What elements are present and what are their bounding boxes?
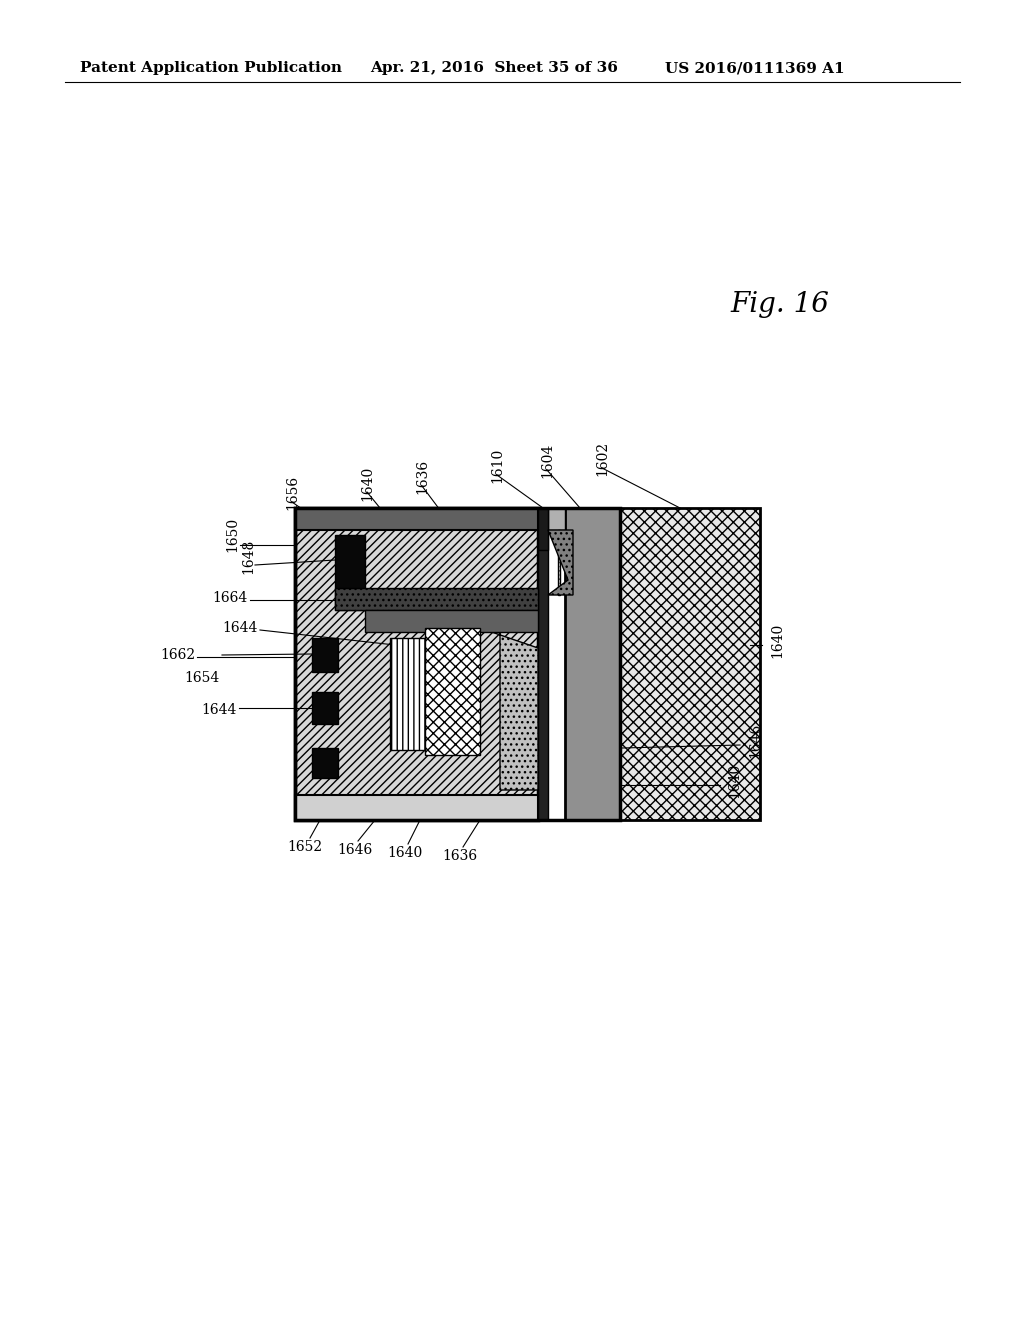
Text: 1656: 1656 <box>285 474 299 510</box>
Text: 1636: 1636 <box>415 458 429 494</box>
Text: 1648: 1648 <box>241 539 255 574</box>
Text: Patent Application Publication: Patent Application Publication <box>80 61 342 75</box>
Polygon shape <box>548 531 573 595</box>
Text: 1654: 1654 <box>184 671 220 685</box>
Text: 1644: 1644 <box>202 704 237 717</box>
Text: 1640: 1640 <box>360 466 374 500</box>
Bar <box>295 795 538 820</box>
Bar <box>335 535 365 610</box>
Text: Apr. 21, 2016  Sheet 35 of 36: Apr. 21, 2016 Sheet 35 of 36 <box>370 61 617 75</box>
Text: 1610: 1610 <box>490 447 504 483</box>
Bar <box>548 508 565 531</box>
Bar <box>538 508 548 550</box>
Text: 1644: 1644 <box>222 620 258 635</box>
Bar <box>312 748 338 777</box>
Bar <box>538 508 548 820</box>
Text: 1652: 1652 <box>288 840 323 854</box>
Text: 1662: 1662 <box>160 648 195 663</box>
Text: 1646: 1646 <box>337 843 373 857</box>
Bar <box>295 508 538 820</box>
Bar <box>365 610 538 632</box>
Bar <box>390 638 425 750</box>
Bar <box>335 587 538 610</box>
Bar <box>312 692 338 723</box>
Bar <box>295 508 620 820</box>
Text: 1636: 1636 <box>442 849 477 863</box>
Bar <box>312 638 338 672</box>
Bar <box>295 508 538 531</box>
Bar <box>558 531 560 595</box>
Bar <box>425 628 480 755</box>
Bar <box>620 508 760 820</box>
Text: 1646: 1646 <box>748 722 762 758</box>
Text: 1664: 1664 <box>213 591 248 605</box>
Bar <box>565 508 620 820</box>
Polygon shape <box>480 628 538 789</box>
Text: 1640: 1640 <box>727 763 741 797</box>
Text: 1640: 1640 <box>770 622 784 657</box>
Text: Fig. 16: Fig. 16 <box>730 292 828 318</box>
Text: 1602: 1602 <box>595 441 609 475</box>
Text: 1640: 1640 <box>387 846 423 861</box>
Text: 1604: 1604 <box>540 442 554 478</box>
Text: US 2016/0111369 A1: US 2016/0111369 A1 <box>665 61 845 75</box>
Text: 1650: 1650 <box>225 516 239 552</box>
